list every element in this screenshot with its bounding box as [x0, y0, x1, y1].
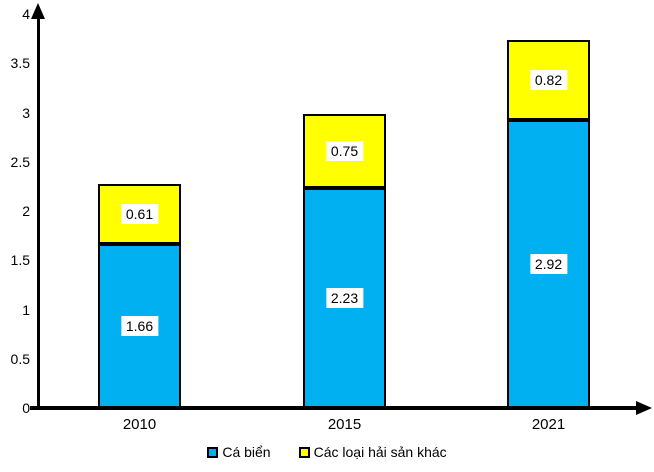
bar-value-label: 2.92	[529, 254, 568, 275]
bar-segment-hai-san-khac-2021: 0.82	[507, 39, 590, 121]
bar-segment-ca-bien-2015: 2.23	[303, 188, 386, 408]
bar-segment-ca-bien-2021: 2.92	[507, 120, 590, 408]
legend-swatch-yellow-icon	[298, 446, 310, 458]
y-axis-tick-label: 1.5	[10, 252, 30, 269]
legend: Cá biển Các loại hải sản khác	[0, 444, 654, 460]
y-axis-tick-label: 4	[22, 6, 30, 22]
y-axis-arrowhead-icon	[31, 3, 45, 19]
legend-item-hai-san-khac: Các loại hải sản khác	[298, 444, 447, 460]
bar-segment-hai-san-khac-2010: 0.61	[98, 184, 181, 245]
x-axis-arrowhead-icon	[636, 401, 652, 415]
x-axis-category-label: 2021	[531, 416, 566, 433]
legend-label-ca-bien: Cá biển	[222, 444, 271, 460]
bar-value-label: 2.23	[325, 288, 364, 309]
y-axis-tick-label: 1	[22, 301, 30, 318]
legend-label-hai-san-khac: Các loại hải sản khác	[313, 444, 447, 460]
bar-value-label: 0.82	[529, 69, 568, 90]
legend-item-ca-bien: Cá biển	[207, 444, 271, 460]
y-axis-tick-label: 0.5	[10, 350, 30, 367]
y-axis-tick-label: 2	[22, 203, 30, 219]
x-axis-line	[30, 406, 638, 410]
bar-segment-ca-bien-2010: 1.66	[98, 244, 181, 408]
y-axis-tick-label: 0	[22, 400, 30, 416]
legend-swatch-blue-icon	[207, 446, 219, 458]
x-axis-category-label: 2010	[122, 416, 157, 433]
bar-segment-hai-san-khac-2015: 0.75	[303, 114, 386, 189]
x-axis-category-label: 2015	[327, 416, 362, 433]
bar-value-label: 0.75	[325, 141, 364, 162]
y-axis-tick-label: 2.5	[10, 153, 30, 170]
y-axis-tick-label: 3.5	[10, 55, 30, 72]
y-axis-line	[37, 14, 40, 410]
y-axis-tick-label: 3	[22, 104, 30, 121]
bar-value-label: 0.61	[120, 204, 159, 225]
bar-value-label: 1.66	[120, 316, 159, 337]
